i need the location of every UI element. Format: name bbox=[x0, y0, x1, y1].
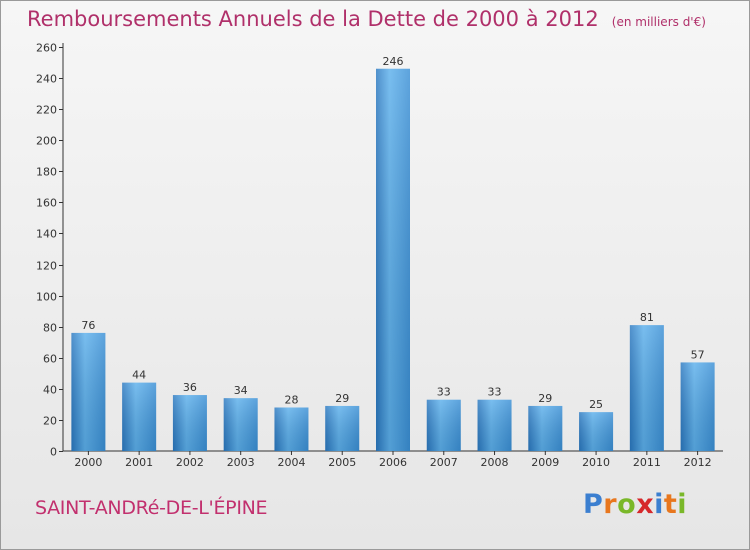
logo-letter: i bbox=[677, 489, 688, 520]
y-tick-label: 20 bbox=[43, 415, 57, 428]
y-tick-label: 40 bbox=[43, 384, 57, 397]
y-tick-label: 200 bbox=[36, 135, 57, 148]
bar-shade bbox=[122, 382, 157, 451]
data-label: 76 bbox=[81, 319, 95, 332]
x-tick-label: 2011 bbox=[633, 456, 661, 469]
bar-shade bbox=[71, 332, 106, 451]
data-label: 34 bbox=[234, 384, 248, 397]
x-tick-label: 2003 bbox=[227, 456, 255, 469]
x-tick-label: 2002 bbox=[176, 456, 204, 469]
bars bbox=[71, 68, 715, 451]
data-label: 33 bbox=[437, 386, 451, 399]
logo-letter: r bbox=[603, 489, 618, 520]
y-tick-label: 180 bbox=[36, 166, 57, 179]
bar-shade bbox=[579, 412, 614, 451]
x-tick-label: 2006 bbox=[379, 456, 407, 469]
logo-letter: P bbox=[583, 489, 604, 520]
bar-shade bbox=[528, 405, 563, 451]
y-tick-label: 160 bbox=[36, 197, 57, 210]
bar-shade bbox=[325, 405, 360, 451]
title-line: Remboursements Annuels de la Dette de 20… bbox=[27, 7, 706, 31]
x-tick-label: 2012 bbox=[684, 456, 712, 469]
bar-shade bbox=[376, 68, 410, 451]
y-tick-label: 240 bbox=[36, 73, 57, 86]
x-tick-label: 2010 bbox=[582, 456, 610, 469]
y-tick-label: 120 bbox=[36, 260, 57, 273]
x-tick-label: 2005 bbox=[328, 456, 356, 469]
y-tick-label: 220 bbox=[36, 104, 57, 117]
data-label: 28 bbox=[284, 393, 298, 406]
data-label: 81 bbox=[640, 311, 654, 324]
x-tick-label: 2009 bbox=[531, 456, 559, 469]
chart-subtitle: (en milliers d'€) bbox=[611, 15, 706, 29]
data-label: 246 bbox=[383, 55, 404, 68]
y-tick-label: 80 bbox=[43, 322, 57, 335]
data-label: 25 bbox=[589, 398, 603, 411]
logo-letter: o bbox=[617, 489, 637, 520]
logo-letter: x bbox=[636, 489, 655, 520]
data-label: 44 bbox=[132, 369, 146, 382]
x-tick-label: 2008 bbox=[481, 456, 509, 469]
axes: 0 20 40 60 80 100 120 140 160 180 200 220 240 260 2000… bbox=[36, 42, 723, 469]
data-labels: 76 44 36 34 28 29 246 33 33 29 25 81 57 bbox=[81, 55, 704, 411]
bar-shade bbox=[223, 398, 258, 451]
x-tick-label: 2000 bbox=[74, 456, 102, 469]
data-label: 57 bbox=[691, 348, 705, 361]
x-tick-label: 2007 bbox=[430, 456, 458, 469]
logo-letter: t bbox=[663, 489, 678, 520]
x-tick-label: 2004 bbox=[277, 456, 305, 469]
y-tick-label: 260 bbox=[36, 42, 57, 55]
bar-shade bbox=[426, 399, 461, 451]
y-tick-label: 0 bbox=[50, 446, 57, 459]
data-label: 29 bbox=[538, 392, 552, 405]
y-tick-label: 140 bbox=[36, 228, 57, 241]
chart-title: Remboursements Annuels de la Dette de 20… bbox=[27, 7, 599, 31]
data-label: 33 bbox=[488, 386, 502, 399]
y-tick-label: 60 bbox=[43, 353, 57, 366]
bar-shade bbox=[477, 399, 512, 451]
y-tick-label: 100 bbox=[36, 291, 57, 304]
city-name: SAINT-ANDRé-DE-L'ÉPINE bbox=[35, 497, 268, 519]
proxiti-logo: Proxiti bbox=[583, 489, 687, 520]
bar-shade bbox=[680, 362, 715, 451]
data-label: 36 bbox=[183, 381, 197, 394]
data-label: 29 bbox=[335, 392, 349, 405]
bar-shade bbox=[274, 407, 309, 451]
x-tick-label: 2001 bbox=[125, 456, 153, 469]
logo-letter: i bbox=[654, 489, 664, 520]
bar-shade bbox=[629, 325, 664, 451]
bar-shade bbox=[172, 395, 207, 451]
